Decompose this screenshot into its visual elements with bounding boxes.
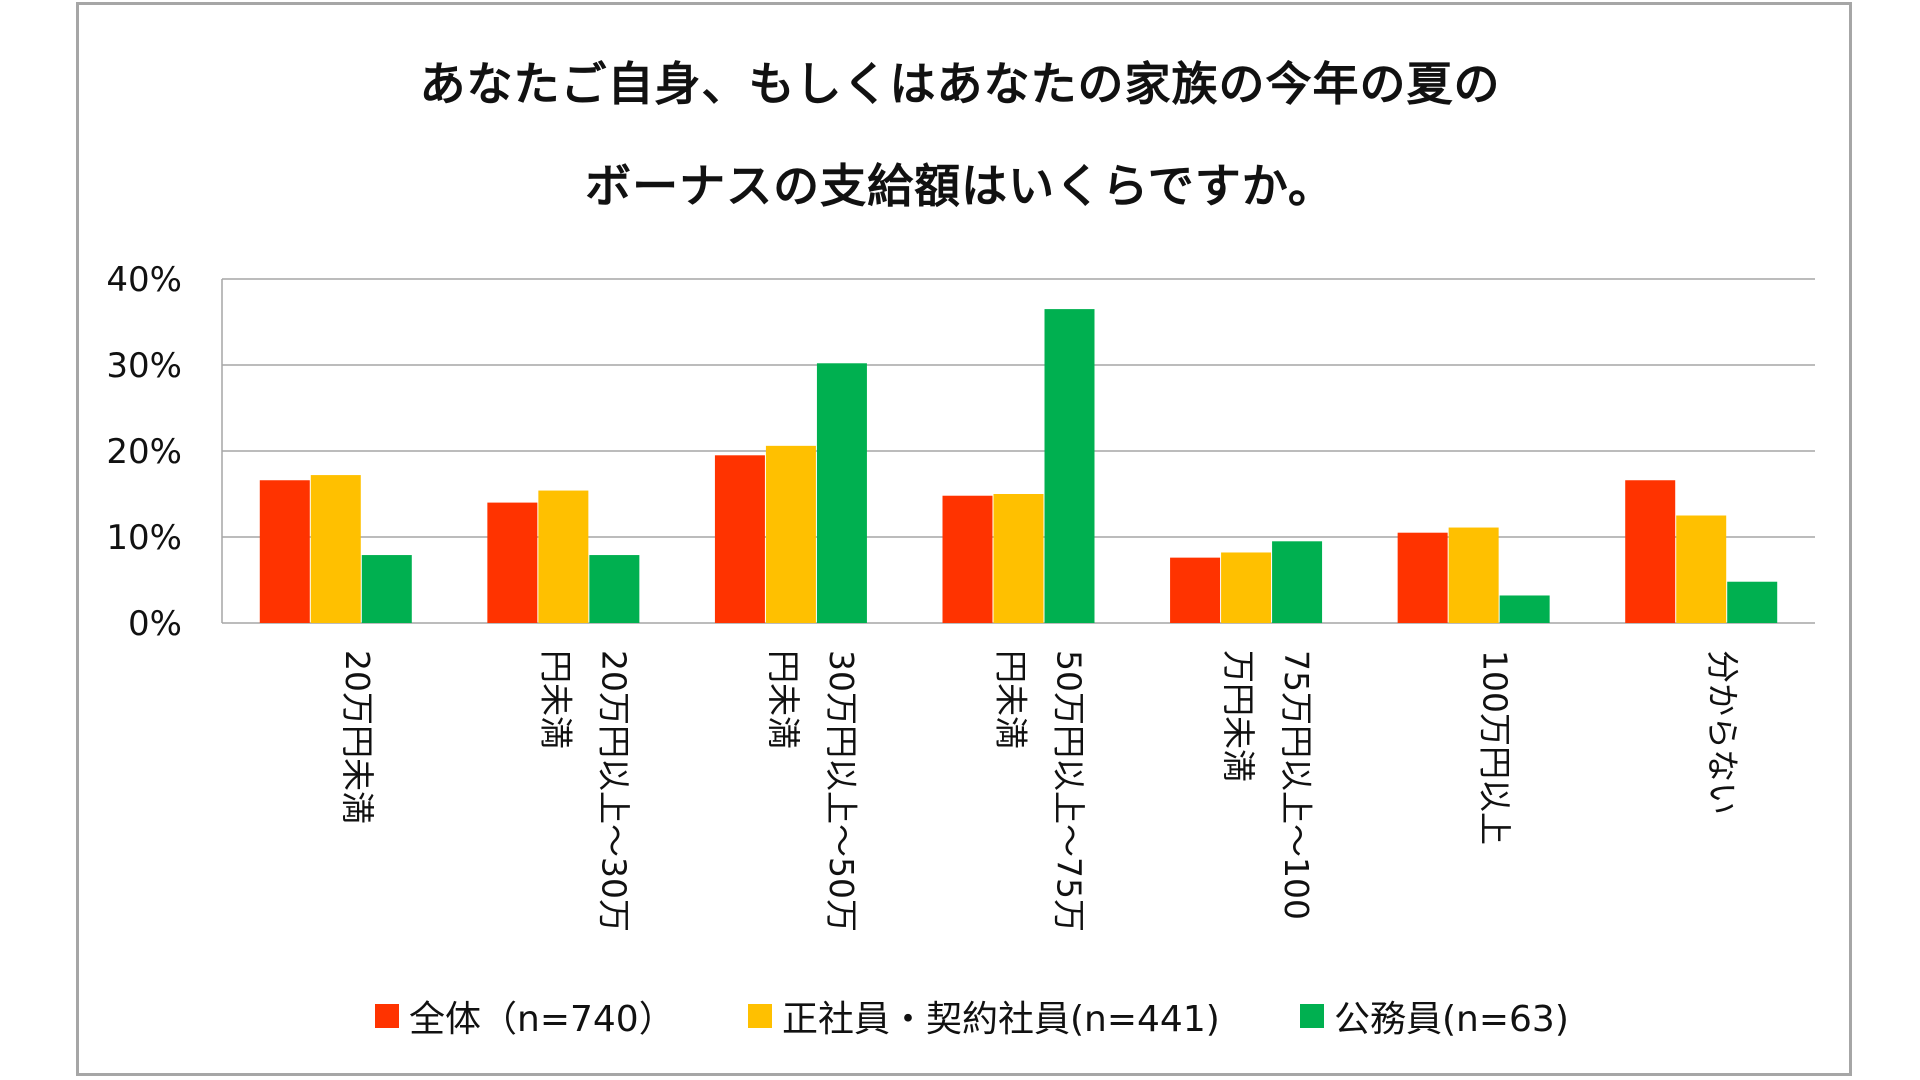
legend-swatch-regular — [748, 1004, 772, 1028]
bar — [993, 494, 1044, 623]
chart-title-line-1: あなたご自身、もしくはあなたの家族の今年の夏の — [419, 57, 1501, 111]
bar — [259, 480, 310, 623]
x-tick-label: 20万円未満 — [338, 650, 377, 824]
bar — [487, 502, 538, 623]
bar — [1272, 541, 1323, 623]
bar — [1676, 515, 1727, 623]
legend-swatch-public — [1300, 1004, 1324, 1028]
legend-swatch-all — [375, 1004, 399, 1028]
y-tick-label: 30% — [106, 346, 182, 386]
legend-label-all: 全体（n=740） — [409, 999, 675, 1040]
legend-item-all: 全体（n=740） — [375, 990, 675, 1042]
legend-item-public: 公務員(n=63) — [1300, 990, 1569, 1042]
bar — [538, 490, 589, 623]
legend-item-regular: 正社員・契約社員(n=441) — [748, 990, 1220, 1042]
bar — [1499, 595, 1550, 623]
legend-label-public: 公務員(n=63) — [1334, 999, 1569, 1040]
bar — [765, 445, 816, 623]
bar — [589, 555, 640, 623]
x-tick-label: 75万円以上～100 — [1277, 650, 1316, 920]
bar — [1221, 552, 1272, 623]
x-tick-label: 50万円以上～75万 — [1050, 650, 1089, 932]
x-tick-label: 万円未満 — [1219, 650, 1258, 782]
x-tick-label: 30万円以上～50万 — [822, 650, 861, 932]
bar — [361, 555, 412, 623]
bar — [1625, 480, 1676, 623]
x-tick-label: 円未満 — [536, 650, 575, 749]
bar — [816, 363, 867, 623]
legend: 全体（n=740） 正社員・契約社員(n=441) 公務員(n=63) — [0, 990, 1920, 1050]
y-tick-label: 10% — [106, 518, 182, 558]
bar — [1448, 527, 1499, 623]
bar — [1727, 581, 1778, 623]
x-tick-label: 20万円以上～30万 — [594, 650, 633, 932]
bar — [942, 495, 993, 623]
bar — [1170, 557, 1221, 623]
bar — [1397, 532, 1448, 623]
bar — [714, 455, 765, 623]
x-tick-label: 100万円以上 — [1476, 650, 1515, 845]
y-tick-label: 0% — [128, 604, 182, 644]
x-tick-label: 分からない — [1703, 650, 1742, 815]
y-tick-label: 20% — [106, 432, 182, 472]
bar — [1044, 309, 1095, 623]
chart-title-line-2: ボーナスの支給額はいくらですか。 — [585, 159, 1335, 213]
bar — [310, 475, 361, 623]
x-tick-label: 円未満 — [992, 650, 1031, 749]
x-tick-label: 円未満 — [764, 650, 803, 749]
legend-label-regular: 正社員・契約社員(n=441) — [782, 999, 1220, 1040]
y-tick-label: 40% — [106, 260, 182, 300]
